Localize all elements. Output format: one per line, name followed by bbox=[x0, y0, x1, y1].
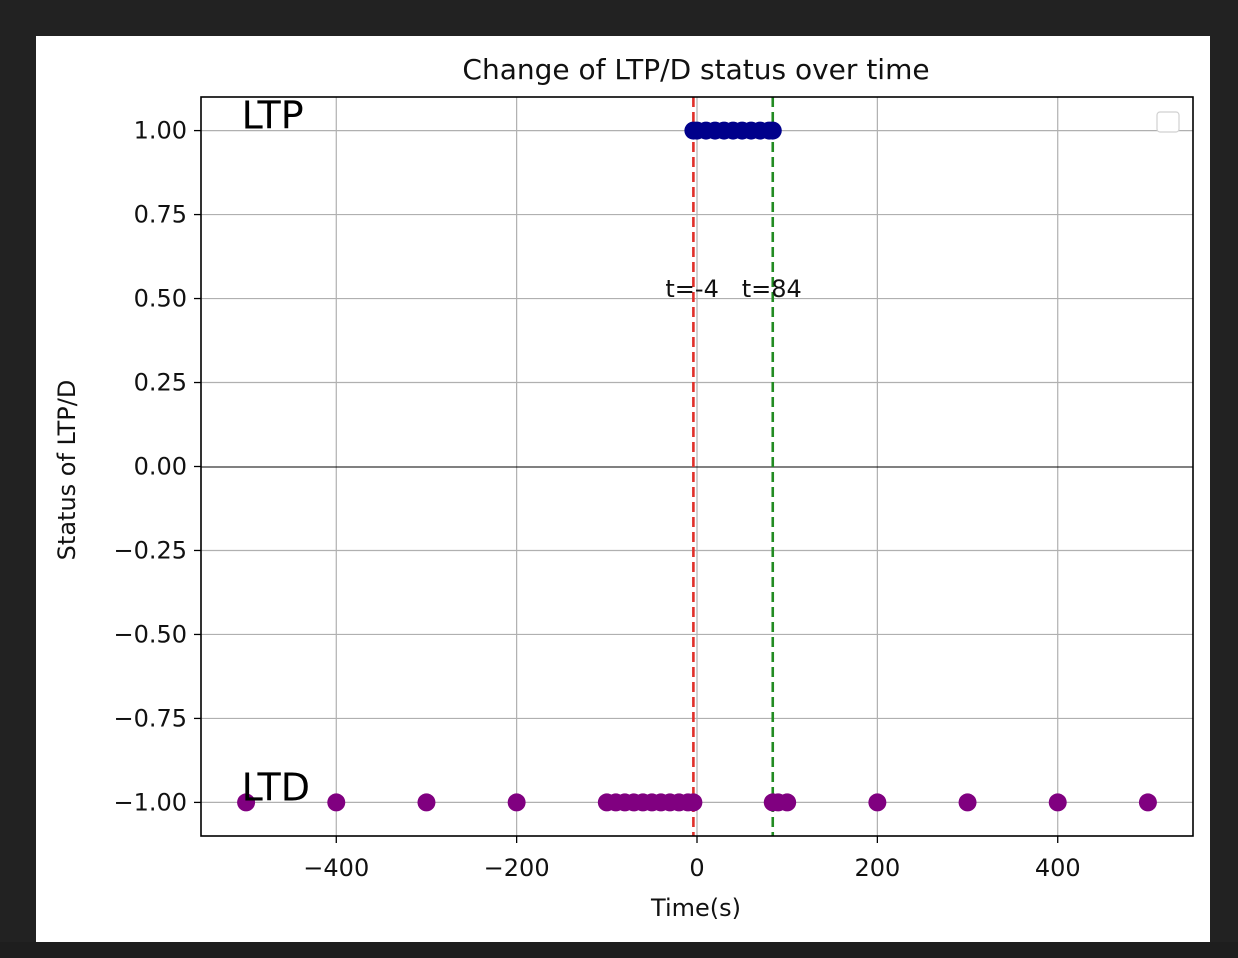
reference-lines: t=-4 t=84 bbox=[665, 97, 802, 836]
axis-ticks: −400 −200 0 200 400 1.00 0.75 0.50 0.25 0.00 −0.25… bbox=[113, 117, 1080, 882]
chart-figure: Change of LTP/D status over time t=-4 t=8… bbox=[36, 36, 1210, 942]
x-tick-label: 0 bbox=[689, 854, 704, 882]
chart-title: Change of LTP/D status over time bbox=[462, 53, 929, 86]
x-tick-label: −400 bbox=[303, 854, 369, 882]
scatter-point bbox=[237, 793, 256, 812]
legend-box bbox=[1156, 111, 1180, 133]
x-tick-label: −200 bbox=[484, 854, 550, 882]
scatter-point bbox=[1138, 793, 1157, 812]
y-tick-label: −0.75 bbox=[113, 704, 187, 732]
y-tick-label: −1.00 bbox=[113, 788, 187, 816]
reference-line-label: t=-4 bbox=[665, 275, 718, 303]
y-tick-label: 0.50 bbox=[134, 285, 187, 313]
annotation-label: LTD bbox=[242, 765, 310, 809]
x-tick-label: 200 bbox=[854, 854, 900, 882]
y-tick-label: −0.25 bbox=[113, 536, 187, 564]
x-tick-label: 400 bbox=[1035, 854, 1081, 882]
scatter-point bbox=[417, 793, 436, 812]
y-tick-label: 1.00 bbox=[134, 117, 187, 145]
scatter-point bbox=[684, 793, 703, 812]
scatter-point bbox=[327, 793, 346, 812]
scatter-point bbox=[507, 793, 526, 812]
window-bottom-strip bbox=[0, 942, 1238, 958]
y-tick-label: 0.25 bbox=[134, 369, 187, 397]
y-tick-label: 0.75 bbox=[134, 201, 187, 229]
scatter-point bbox=[1048, 793, 1067, 812]
reference-line-label: t=84 bbox=[742, 275, 802, 303]
x-axis-label: Time(s) bbox=[650, 894, 741, 922]
y-tick-label: −0.50 bbox=[113, 620, 187, 648]
annotations: LTP LTD bbox=[242, 94, 310, 810]
scatter-point bbox=[868, 793, 887, 812]
scatter-point bbox=[958, 793, 977, 812]
scatter-point bbox=[778, 793, 797, 812]
data-points bbox=[237, 121, 1157, 812]
scatter-chart: Change of LTP/D status over time t=-4 t=8… bbox=[53, 53, 1194, 922]
scatter-point bbox=[763, 121, 782, 140]
annotation-label: LTP bbox=[242, 94, 304, 138]
y-tick-label: 0.00 bbox=[134, 453, 187, 481]
y-axis-label: Status of LTP/D bbox=[53, 380, 81, 561]
